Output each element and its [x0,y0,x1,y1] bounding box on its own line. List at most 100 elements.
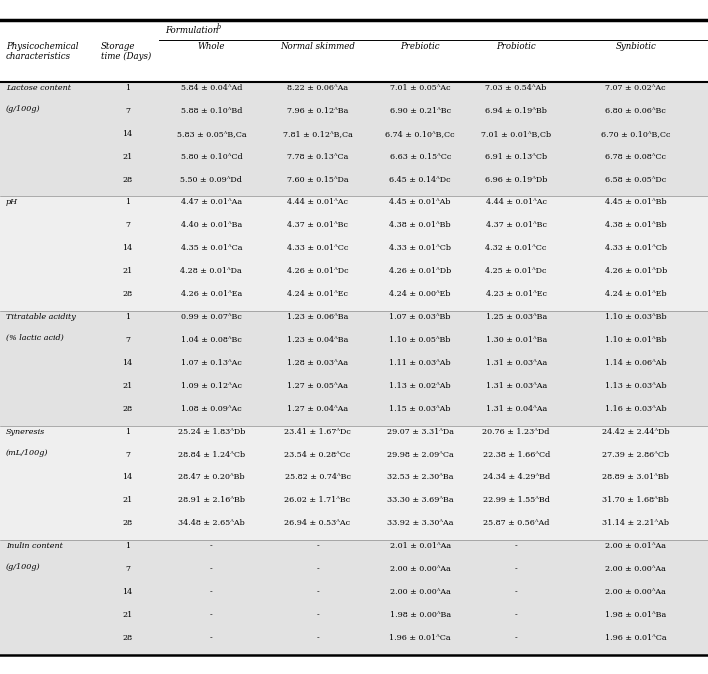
Text: 7: 7 [125,221,130,229]
Text: 2.00 ± 0.00ᴬAa: 2.00 ± 0.00ᴬAa [605,565,666,573]
Text: 5.88 ± 0.10ᴬBd: 5.88 ± 0.10ᴬBd [181,106,242,115]
Text: 1.13 ± 0.02ᴬAb: 1.13 ± 0.02ᴬAb [389,381,451,390]
Text: 1: 1 [125,198,130,206]
Text: Whole: Whole [198,42,225,51]
Text: 1.11 ± 0.03ᴬAb: 1.11 ± 0.03ᴬAb [389,359,451,367]
Text: Inulin content: Inulin content [6,542,62,550]
Text: 6.74 ± 0.10ᴬB,Cc: 6.74 ± 0.10ᴬB,Cc [385,129,455,137]
Bar [0,196,708,311]
Text: 20.76 ± 1.23ᴬDd: 20.76 ± 1.23ᴬDd [482,427,550,435]
Text: 7.01 ± 0.01ᴬB,Cb: 7.01 ± 0.01ᴬB,Cb [481,129,552,137]
Text: 22.38 ± 1.66ᴬCd: 22.38 ± 1.66ᴬCd [483,450,549,458]
Text: 5.80 ± 0.10ᴬCd: 5.80 ± 0.10ᴬCd [181,152,242,160]
Text: 21: 21 [122,496,132,504]
Text: 4.26 ± 0.01ᴬEa: 4.26 ± 0.01ᴬEa [181,290,242,298]
Text: 1.23 ± 0.06ᴬBa: 1.23 ± 0.06ᴬBa [287,313,348,321]
Text: 24.34 ± 4.29ᴬBd: 24.34 ± 4.29ᴬBd [483,473,549,481]
Text: 28.47 ± 0.20ᴬBb: 28.47 ± 0.20ᴬBb [178,473,245,481]
Text: 4.45 ± 0.01ᴬBb: 4.45 ± 0.01ᴬBb [605,198,667,206]
Text: 32.53 ± 2.30ᴬBa: 32.53 ± 2.30ᴬBa [387,473,453,481]
Text: 14: 14 [122,129,132,137]
Text: 0.99 ± 0.07ᴬBc: 0.99 ± 0.07ᴬBc [181,313,241,321]
Text: 4.47 ± 0.01ᴬAa: 4.47 ± 0.01ᴬAa [181,198,242,206]
Text: 1: 1 [125,542,130,550]
Text: -: - [515,565,518,573]
Text: 4.38 ± 0.01ᴬBb: 4.38 ± 0.01ᴬBb [605,221,667,229]
Text: Physicochemical
characteristics: Physicochemical characteristics [6,42,78,61]
Text: 26.94 ± 0.53ᴬAc: 26.94 ± 0.53ᴬAc [285,519,350,527]
Text: 5.83 ± 0.05ᴬB,Ca: 5.83 ± 0.05ᴬB,Ca [176,129,246,137]
Text: 7.07 ± 0.02ᴬAc: 7.07 ± 0.02ᴬAc [605,84,666,92]
Text: 14: 14 [122,244,132,252]
Text: 1.31 ± 0.03ᴬAa: 1.31 ± 0.03ᴬAa [486,381,547,390]
Text: 5.84 ± 0.04ᴬAd: 5.84 ± 0.04ᴬAd [181,84,242,92]
Text: 4.33 ± 0.01ᴬCb: 4.33 ± 0.01ᴬCb [389,244,451,252]
Text: 26.02 ± 1.71ᴬBc: 26.02 ± 1.71ᴬBc [285,496,350,504]
Text: 4.32 ± 0.01ᴬCc: 4.32 ± 0.01ᴬCc [486,244,547,252]
Text: 4.24 ± 0.01ᴬEc: 4.24 ± 0.01ᴬEc [287,290,348,298]
Text: pH: pH [6,198,18,206]
Text: 4.26 ± 0.01ᴬDc: 4.26 ± 0.01ᴬDc [287,267,348,275]
Text: 2.00 ± 0.01ᴬAa: 2.00 ± 0.01ᴬAa [605,542,666,550]
Text: 1.25 ± 0.03ᴬBa: 1.25 ± 0.03ᴬBa [486,313,547,321]
Text: 31.14 ± 2.21ᴬAb: 31.14 ± 2.21ᴬAb [603,519,669,527]
Text: 14: 14 [122,359,132,367]
Text: 7.78 ± 0.13ᴬCa: 7.78 ± 0.13ᴬCa [287,152,348,160]
Text: 1.28 ± 0.03ᴬAa: 1.28 ± 0.03ᴬAa [287,359,348,367]
Text: 4.38 ± 0.01ᴬBb: 4.38 ± 0.01ᴬBb [389,221,451,229]
Bar [0,82,708,196]
Text: 2.01 ± 0.01ᴬAa: 2.01 ± 0.01ᴬAa [389,542,451,550]
Text: 4.35 ± 0.01ᴬCa: 4.35 ± 0.01ᴬCa [181,244,242,252]
Text: Normal skimmed: Normal skimmed [280,42,355,51]
Text: 28: 28 [122,404,132,412]
Text: 1.10 ± 0.01ᴬBb: 1.10 ± 0.01ᴬBb [605,336,667,344]
Text: 4.26 ± 0.01ᴬDb: 4.26 ± 0.01ᴬDb [389,267,451,275]
Text: 6.80 ± 0.06ᴬBc: 6.80 ± 0.06ᴬBc [605,106,666,115]
Text: 14: 14 [122,473,132,481]
Text: -: - [515,634,518,642]
Text: 25.82 ± 0.74ᴬBc: 25.82 ± 0.74ᴬBc [285,473,350,481]
Text: 7.60 ± 0.15ᴬDa: 7.60 ± 0.15ᴬDa [287,175,348,183]
Text: Synbiotic: Synbiotic [615,42,656,51]
Text: -: - [515,588,518,596]
Text: 4.23 ± 0.01ᴬEc: 4.23 ± 0.01ᴬEc [486,290,547,298]
Text: 21: 21 [122,152,132,160]
Text: 2.00 ± 0.00ᴬAa: 2.00 ± 0.00ᴬAa [390,565,450,573]
Text: 6.78 ± 0.08ᴬCc: 6.78 ± 0.08ᴬCc [605,152,666,160]
Text: 1.07 ± 0.03ᴬBb: 1.07 ± 0.03ᴬBb [389,313,451,321]
Text: -: - [316,634,319,642]
Text: 6.96 ± 0.19ᴬDb: 6.96 ± 0.19ᴬDb [485,175,547,183]
Text: 4.24 ± 0.01ᴬEb: 4.24 ± 0.01ᴬEb [605,290,667,298]
Bar [0,425,708,540]
Bar [0,311,708,425]
Text: 6.58 ± 0.05ᴬDc: 6.58 ± 0.05ᴬDc [605,175,666,183]
Text: 23.54 ± 0.28ᴬCc: 23.54 ± 0.28ᴬCc [285,450,350,458]
Text: 29.07 ± 3.31ᴬDa: 29.07 ± 3.31ᴬDa [387,427,454,435]
Text: -: - [210,611,212,619]
Text: 25.87 ± 0.56ᴬAd: 25.87 ± 0.56ᴬAd [483,519,549,527]
Text: -: - [210,588,212,596]
Text: 7.03 ± 0.54ᴬAb: 7.03 ± 0.54ᴬAb [486,84,547,92]
Text: -: - [210,542,212,550]
Text: 22.99 ± 1.55ᴬBd: 22.99 ± 1.55ᴬBd [483,496,549,504]
Text: 1: 1 [125,427,130,435]
Text: 1.96 ± 0.01ᴬCa: 1.96 ± 0.01ᴬCa [605,634,667,642]
Text: 4.44 ± 0.01ᴬAc: 4.44 ± 0.01ᴬAc [287,198,348,206]
Text: 4.24 ± 0.00ᴬEb: 4.24 ± 0.00ᴬEb [389,290,451,298]
Text: 33.92 ± 3.30ᴬAa: 33.92 ± 3.30ᴬAa [387,519,453,527]
Text: 7: 7 [125,565,130,573]
Text: 14: 14 [122,588,132,596]
Text: 1.10 ± 0.05ᴬBb: 1.10 ± 0.05ᴬBb [389,336,451,344]
Text: Probiotic: Probiotic [496,42,536,51]
Text: -: - [210,634,212,642]
Text: b: b [217,23,221,31]
Text: Titratable acidity: Titratable acidity [6,313,76,321]
Text: 21: 21 [122,611,132,619]
Text: 1.04 ± 0.08ᴬBc: 1.04 ± 0.08ᴬBc [181,336,241,344]
Text: 28.91 ± 2.16ᴬBb: 28.91 ± 2.16ᴬBb [178,496,245,504]
Text: 1: 1 [125,313,130,321]
Text: 1.30 ± 0.01ᴬBa: 1.30 ± 0.01ᴬBa [486,336,547,344]
Text: 28: 28 [122,290,132,298]
Text: 28: 28 [122,175,132,183]
Text: 1.10 ± 0.03ᴬBb: 1.10 ± 0.03ᴬBb [605,313,667,321]
